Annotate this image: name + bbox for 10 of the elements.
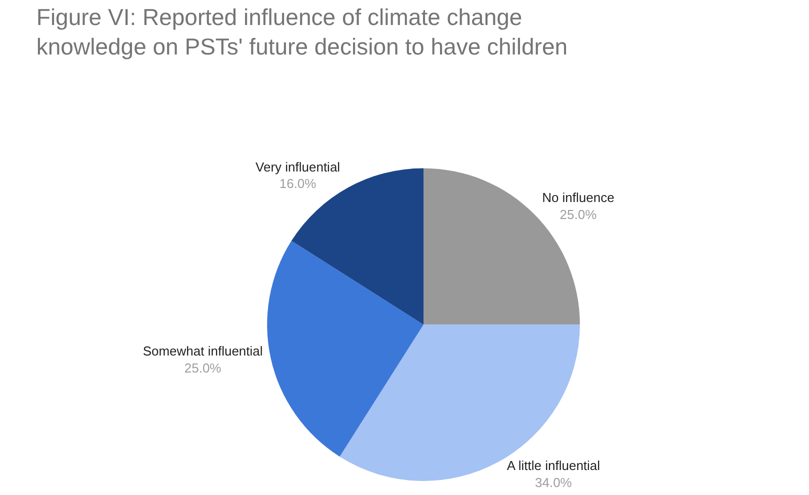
- slice-label: Somewhat influential: [142, 344, 263, 359]
- data-label: 25.0%: [184, 360, 222, 376]
- chart-title: Figure VI: Reported influence of climate change knowledge on PSTs' future decision to have children: [36, 4, 568, 60]
- data-label: 34.0%: [535, 474, 572, 490]
- slice-label: No influence: [542, 190, 614, 206]
- slice-label: A little influential: [506, 458, 600, 473]
- slice-label: Very influential: [256, 159, 340, 174]
- pie-slice: [267, 240, 424, 457]
- data-label: 25.0%: [560, 206, 598, 222]
- data-label: 16.0%: [279, 176, 317, 192]
